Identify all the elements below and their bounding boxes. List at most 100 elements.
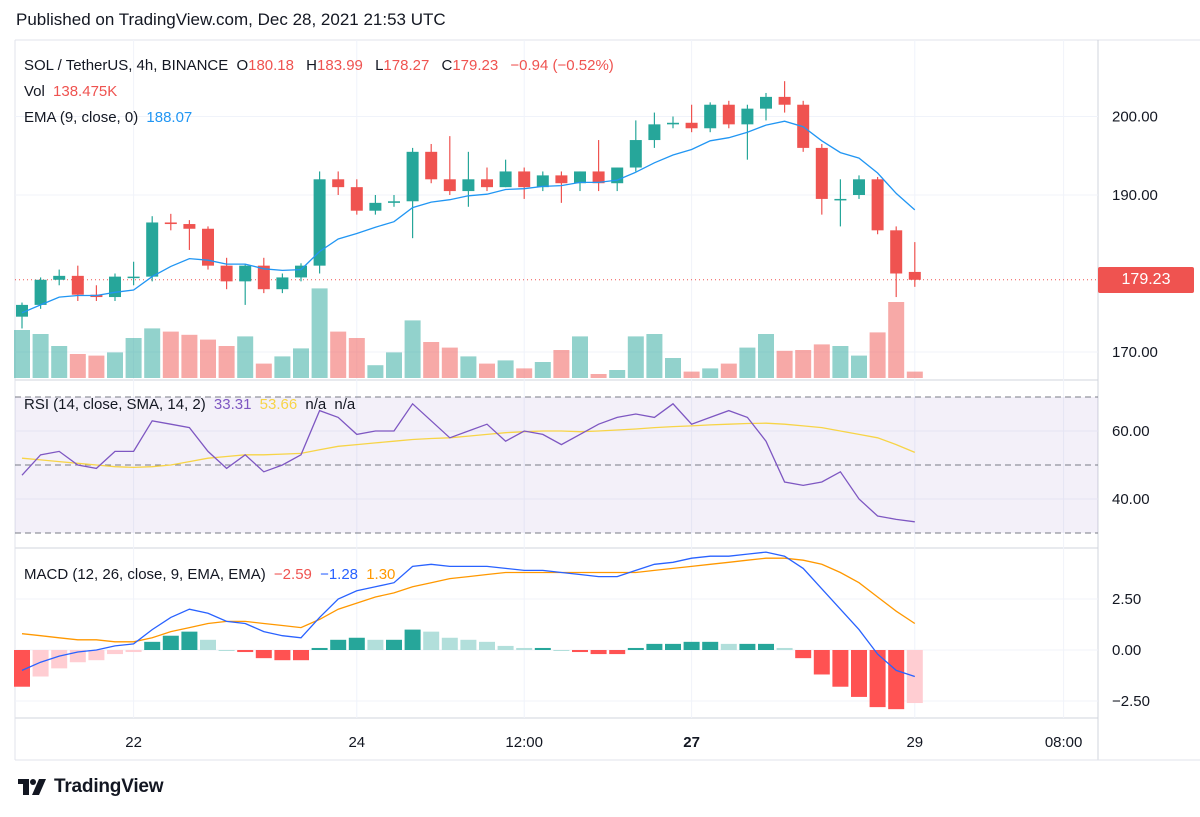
candle-body bbox=[71, 275, 84, 295]
candle-body bbox=[648, 124, 661, 141]
volume-bar bbox=[906, 371, 923, 378]
candle-body bbox=[704, 104, 717, 129]
macd-hist-bar bbox=[572, 650, 588, 653]
volume-bar bbox=[181, 334, 198, 378]
candles bbox=[16, 81, 921, 329]
time-axis-labels: 22 24 12:00 27 29 08:00 bbox=[125, 734, 1082, 751]
volume-bar bbox=[404, 320, 421, 378]
candle-body bbox=[406, 151, 419, 202]
macd-hist-bar bbox=[330, 639, 347, 650]
rsi-na-2: n/a bbox=[334, 396, 356, 413]
candle-body bbox=[574, 171, 586, 184]
brand-name: TradingView bbox=[54, 776, 164, 797]
ema-label: EMA (9, close, 0) bbox=[24, 109, 139, 126]
volume-bar bbox=[665, 358, 681, 378]
volume-bar bbox=[776, 350, 793, 378]
volume-bar bbox=[367, 365, 384, 378]
volume-bar bbox=[720, 363, 737, 378]
volume-bar bbox=[683, 371, 700, 378]
macd-hist-bar bbox=[88, 650, 105, 661]
y-tick-label: 190.00 bbox=[1112, 187, 1158, 204]
symbol-label: SOL / TetherUS, 4h, BINANCE bbox=[24, 57, 229, 74]
tradingview-brand[interactable]: TradingView bbox=[18, 776, 164, 798]
macd-hist-bar bbox=[144, 641, 161, 650]
candle-body bbox=[481, 179, 493, 188]
macd-hist-bar bbox=[386, 639, 402, 650]
candle-body bbox=[685, 122, 698, 129]
rsi-label: RSI (14, close, SMA, 14, 2) bbox=[24, 396, 206, 413]
candle-body bbox=[592, 171, 605, 184]
volume-bar bbox=[348, 338, 365, 378]
macd-hist-bar bbox=[14, 650, 30, 687]
candle-body bbox=[16, 304, 28, 317]
macd-hist-bar bbox=[460, 639, 477, 650]
rsi-legend: RSI (14, close, SMA, 14, 2) 33.31 53.66 … bbox=[24, 396, 359, 413]
candle-body bbox=[127, 276, 140, 279]
macd-hist-bar bbox=[255, 650, 272, 659]
candle-body bbox=[853, 179, 865, 195]
candle-body bbox=[722, 104, 735, 125]
candle-body bbox=[462, 179, 475, 192]
open-value: 180.18 bbox=[248, 57, 294, 74]
candle-body bbox=[220, 265, 233, 282]
macd-hist-bar bbox=[869, 650, 886, 708]
candle-body bbox=[164, 222, 177, 225]
volume-bar bbox=[590, 374, 607, 378]
last-price-tag: 179.23 bbox=[1098, 266, 1194, 293]
macd-hist-bar bbox=[404, 629, 421, 650]
rsi-line bbox=[21, 402, 915, 523]
macd-hist-bar bbox=[125, 650, 142, 653]
candle-body bbox=[332, 179, 345, 188]
macd-hist-bar bbox=[293, 650, 309, 661]
volume-bar bbox=[51, 346, 68, 378]
candle-body bbox=[667, 122, 679, 125]
volume-bar bbox=[479, 363, 495, 378]
low-label: L bbox=[375, 57, 384, 74]
candle-body bbox=[183, 224, 196, 229]
x-tick-label: 08:00 bbox=[1045, 734, 1083, 751]
macd-hist-bar bbox=[553, 650, 570, 651]
macd-hist-bar bbox=[534, 647, 551, 650]
macd-hist-bar bbox=[758, 643, 774, 650]
volume-bar bbox=[739, 347, 756, 378]
macd-hist-bar bbox=[813, 650, 830, 675]
volume-bar bbox=[441, 347, 458, 378]
volume-bar bbox=[386, 352, 402, 378]
volume-bar bbox=[144, 328, 161, 378]
volume-bar bbox=[200, 339, 216, 378]
close-label: C bbox=[441, 57, 453, 74]
macd-hist-bar bbox=[646, 643, 663, 650]
macd-hist-bar bbox=[720, 643, 737, 650]
volume-bar bbox=[460, 356, 477, 378]
rsi-band-lines bbox=[15, 396, 1098, 534]
x-tick-label: 29 bbox=[906, 734, 923, 751]
published-header: Published on TradingView.com, Dec 28, 20… bbox=[16, 10, 446, 29]
volume-bar bbox=[553, 350, 570, 378]
macd-hist-value: −2.59 bbox=[273, 566, 312, 583]
macd-hist-bar bbox=[479, 641, 495, 650]
high-label: H bbox=[306, 57, 318, 74]
volume-bar bbox=[293, 348, 309, 378]
volume-bar bbox=[162, 331, 179, 378]
volume-bar bbox=[534, 362, 551, 378]
volume-bar bbox=[107, 352, 123, 378]
volume-bar bbox=[88, 355, 105, 378]
macd-hist-bar bbox=[162, 635, 179, 650]
volume-bar bbox=[237, 336, 254, 378]
candle-body bbox=[350, 187, 363, 211]
volume-bar bbox=[423, 342, 440, 378]
rsi-na-1: n/a bbox=[305, 396, 327, 413]
volume-bar bbox=[69, 354, 86, 378]
macd-hist-bar bbox=[665, 643, 681, 650]
volume-label: Vol bbox=[24, 83, 45, 100]
candle-body bbox=[202, 228, 214, 266]
volume-bar bbox=[516, 368, 533, 378]
y-tick-label: 0.00 bbox=[1112, 642, 1141, 659]
macd-hist-bar bbox=[274, 650, 291, 661]
tradingview-logo-icon bbox=[18, 779, 46, 795]
candle-body bbox=[53, 275, 66, 280]
volume-bar bbox=[795, 350, 812, 378]
macd-hist-bar bbox=[237, 650, 254, 653]
macd-legend: MACD (12, 26, close, 9, EMA, EMA) −2.59 … bbox=[24, 566, 399, 583]
